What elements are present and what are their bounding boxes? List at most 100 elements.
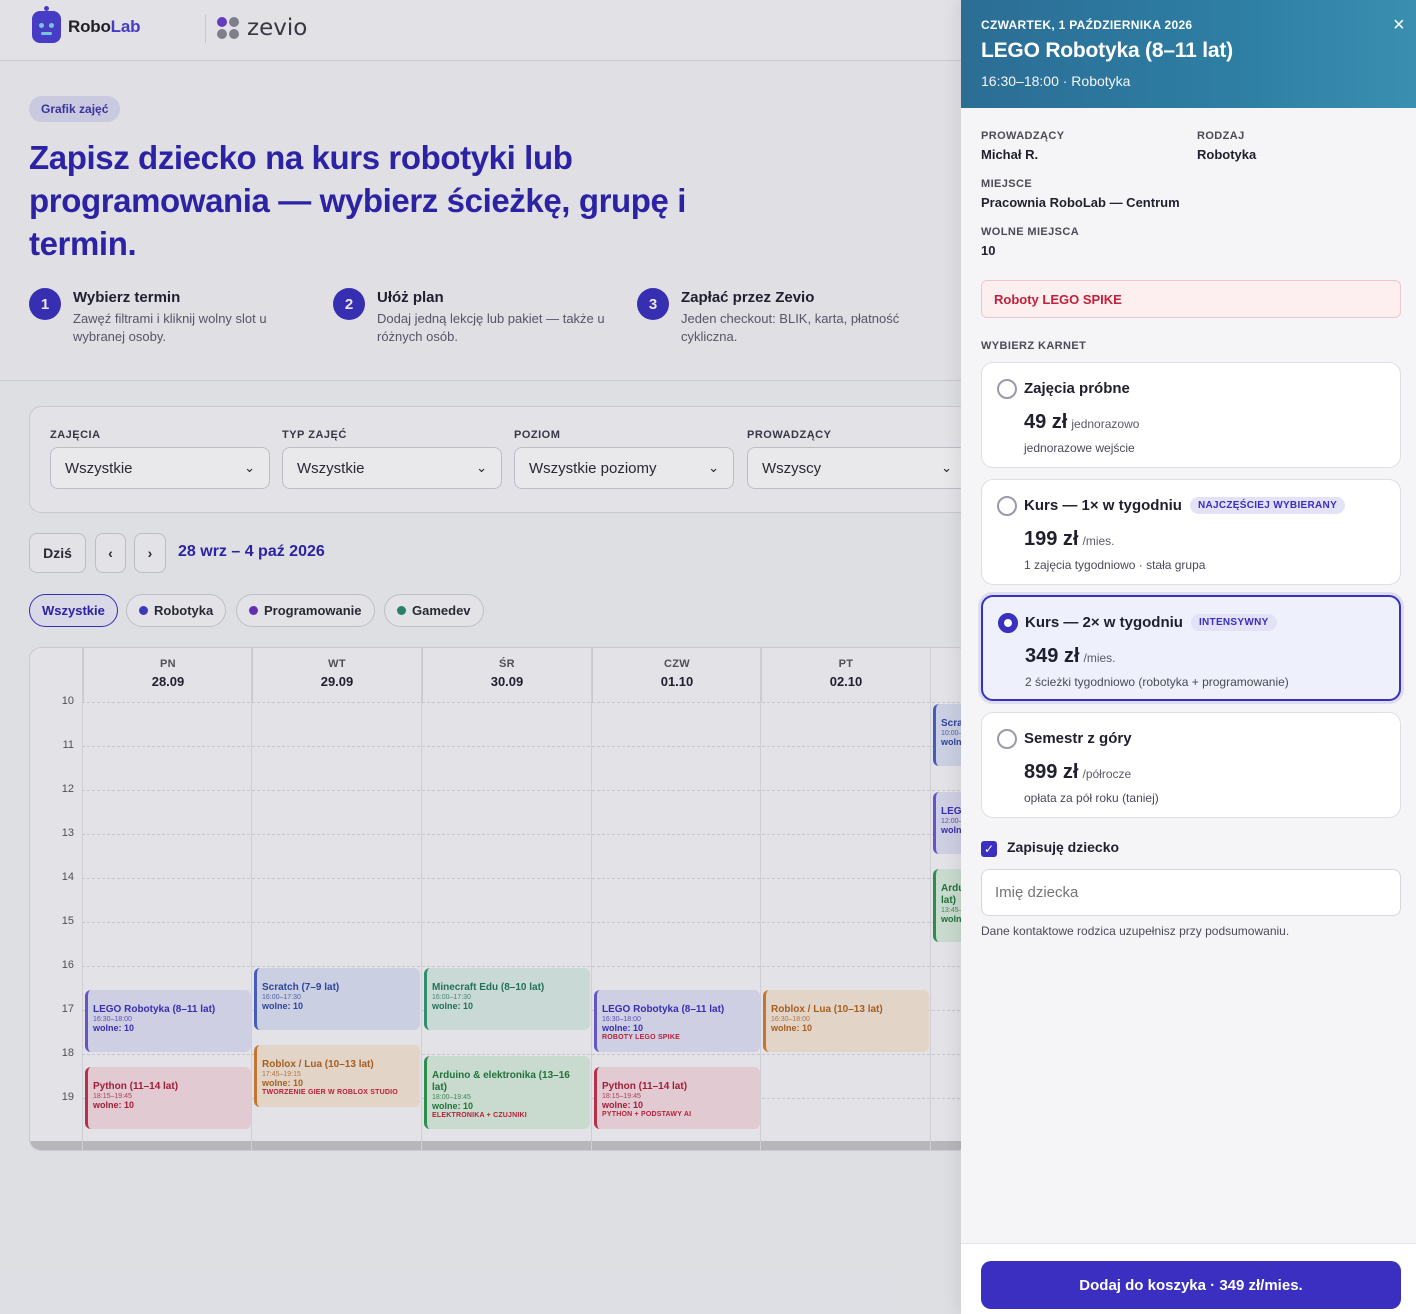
day-column-divider — [591, 648, 592, 1150]
event-tag: ROBOTY LEGO SPIKE — [602, 1034, 680, 1041]
page-title: Zapisz dziecko na kurs robotyki lub prog… — [29, 139, 687, 262]
option-desc: opłata za pół roku (taniej) — [1024, 791, 1159, 805]
hour-label: 18 — [61, 1047, 74, 1059]
calendar-event[interactable]: Minecraft Edu (8–10 lat) 16:00–17:30 wolne… — [424, 968, 590, 1030]
pass-option-weekly[interactable]: Kurs — 1× w tygodniu NAJCZĘŚCIEJ WYBIERAN… — [981, 479, 1401, 585]
event-free-spots: wolne: 10 — [262, 1001, 304, 1011]
pass-option-semester[interactable]: Semestr z góry 899 zł/półrocze opłata za… — [981, 712, 1401, 818]
contact-hint: Dane kontaktowe rodzica uzupełnisz przy … — [981, 924, 1290, 938]
day-date: 28.09 — [151, 674, 185, 689]
hour-label: 11 — [62, 739, 74, 751]
event-title: LEGO Robotyka (8–11 lat) — [93, 1004, 216, 1015]
day-column-divider — [421, 648, 422, 1150]
hour-label: 16 — [61, 959, 74, 971]
day-name: PN — [160, 658, 176, 670]
radio-button[interactable] — [997, 729, 1017, 749]
panel-date: CZWARTEK, 1 PAŹDZIERNIKA 2026 — [981, 18, 1193, 32]
option-name: Kurs — 2× w tygodniu — [1025, 614, 1183, 631]
radio-button-selected[interactable] — [998, 613, 1018, 633]
event-free-spots: wolne: 10 — [771, 1023, 813, 1033]
event-time: 17:45–19:15 — [262, 1071, 301, 1078]
enroll-child-checkbox[interactable]: ✓ — [981, 841, 997, 857]
hour-label: 14 — [61, 871, 74, 883]
teacher-value: Michał R. — [981, 147, 1039, 162]
day-name: CZW — [664, 658, 690, 670]
calendar-event[interactable]: Scratch (7–9 lat) 16:00–17:30 wolne: 10 — [254, 968, 420, 1030]
calendar-event[interactable]: LEGO Robotyka (8–11 lat) 16:30–18:00 wolne… — [594, 990, 760, 1052]
week-calendar: PN 28.09 WT 29.09 ŚR 30.09 CZW 01.10 PT 02.10 10 11… — [29, 647, 969, 1151]
event-time: 18:15–19:45 — [93, 1093, 132, 1100]
hour-gridline — [82, 878, 968, 879]
pass-option-twice-weekly[interactable]: Kurs — 2× w tygodniu INTENSYWNY 349 zł/mi… — [981, 595, 1401, 701]
day-column-divider — [82, 648, 83, 1150]
option-unit: /mies. — [1082, 534, 1115, 548]
zevio-wordmark: zevio — [247, 15, 308, 41]
filter-teacher: PROWADZĄCY Wszyscy ⌄ — [747, 429, 967, 489]
type-select[interactable]: Wszystkie ⌄ — [282, 447, 502, 489]
option-unit: jednorazowo — [1071, 417, 1140, 431]
hour-label: 13 — [61, 827, 74, 839]
level-select[interactable]: Wszystkie poziomy ⌄ — [514, 447, 734, 489]
radio-button[interactable] — [997, 496, 1017, 516]
event-time: 16:00–17:30 — [262, 994, 301, 1001]
step-desc: Dodaj jedną lekcję lub pakiet — także u … — [377, 311, 605, 344]
hour-label: 15 — [61, 915, 74, 927]
event-title: Python (11–14 lat) — [602, 1081, 688, 1092]
panel-footer: Dodaj do koszyka · 349 zł/mies. — [961, 1243, 1416, 1314]
prev-week-button[interactable]: ‹ — [95, 533, 126, 573]
step-title: Wybierz termin — [73, 289, 181, 306]
chip-robotics[interactable]: Robotyka — [126, 594, 227, 627]
calendar-event[interactable]: Roblox / Lua (10–13 lat) 17:45–19:15 wolne… — [254, 1045, 420, 1107]
calendar-event[interactable]: Python (11–14 lat) 18:15–19:45 wolne: 10 — [85, 1067, 251, 1129]
free-label: WOLNE MIEJSCA — [981, 226, 1080, 238]
radio-button[interactable] — [997, 379, 1017, 399]
event-time: 16:30–18:00 — [771, 1016, 810, 1023]
filters-panel: ZAJĘCIA Wszystkie ⌄ TYP ZAJĘĆ Wszystkie ⌄ … — [29, 406, 989, 513]
step-desc: Jeden checkout: BLIK, karta, płatność cy… — [681, 311, 900, 344]
add-to-cart-button[interactable]: Dodaj do koszyka · 349 zł/mies. — [981, 1261, 1401, 1309]
event-title: Python (11–14 lat) — [93, 1081, 179, 1092]
event-title: Arduino & elektronika (13–16 lat) — [941, 883, 968, 906]
day-column-divider — [760, 648, 761, 1150]
hour-gridline — [82, 922, 968, 923]
event-free-spots: wolne: 10 — [602, 1100, 644, 1110]
filter-classes: ZAJĘCIA Wszystkie ⌄ — [50, 429, 270, 489]
chip-gamedev[interactable]: Gamedev — [384, 594, 484, 627]
chip-programming[interactable]: Programowanie — [236, 594, 375, 627]
step-desc: Zawęź filtrami i kliknij wolny slot u wy… — [73, 311, 267, 344]
horizontal-scrollbar[interactable] — [30, 1141, 968, 1150]
option-price: 349 zł — [1025, 645, 1080, 667]
pass-option-trial[interactable]: Zajęcia próbne 49 zł jednorazowo jednoraz… — [981, 362, 1401, 468]
programming-dot-icon — [249, 606, 258, 615]
teacher-select[interactable]: Wszyscy ⌄ — [747, 447, 967, 489]
enroll-child-label[interactable]: Zapisuję dziecko — [1007, 839, 1120, 855]
chevron-down-icon: ⌄ — [244, 460, 255, 475]
calendar-event[interactable]: Roblox / Lua (10–13 lat) 16:30–18:00 wolne… — [763, 990, 929, 1052]
calendar-event[interactable]: Python (11–14 lat) 18:15–19:45 wolne: 10 PY… — [594, 1067, 760, 1129]
calendar-event[interactable]: Arduino & elektronika (13–16 lat) 18:00–1… — [424, 1056, 590, 1129]
day-header: PT 02.10 — [761, 648, 930, 702]
pass-label: WYBIERZ KARNET — [981, 340, 1087, 352]
hour-label: 19 — [61, 1091, 74, 1103]
hour-label: 12 — [61, 783, 74, 795]
close-icon[interactable]: × — [1393, 14, 1405, 36]
chip-all[interactable]: Wszystkie — [29, 594, 118, 627]
filter-type: TYP ZAJĘĆ Wszystkie ⌄ — [282, 429, 502, 489]
zevio-logo: zevio — [217, 15, 307, 41]
day-header: ŚR 30.09 — [422, 648, 591, 702]
robolab-logo[interactable]: RoboLab — [32, 6, 140, 43]
section-pill: Grafik zajęć — [29, 96, 121, 122]
child-name-input[interactable] — [981, 869, 1401, 916]
header-divider — [205, 15, 206, 43]
event-time: 12:00–13:30 — [941, 818, 968, 825]
classes-select[interactable]: Wszystkie ⌄ — [50, 447, 270, 489]
chevron-down-icon: ⌄ — [708, 460, 719, 475]
day-header: PN 28.09 — [83, 648, 252, 702]
day-name: ŚR — [499, 658, 515, 670]
robot-icon — [32, 6, 61, 43]
calendar-event[interactable]: LEGO Robotyka (8–11 lat) 16:30–18:00 wolne… — [85, 990, 251, 1052]
next-week-button[interactable]: › — [134, 533, 166, 573]
day-date: 29.09 — [320, 674, 354, 689]
today-button[interactable]: Dziś — [29, 533, 86, 573]
panel-header: CZWARTEK, 1 PAŹDZIERNIKA 2026 LEGO Robot… — [961, 0, 1416, 108]
